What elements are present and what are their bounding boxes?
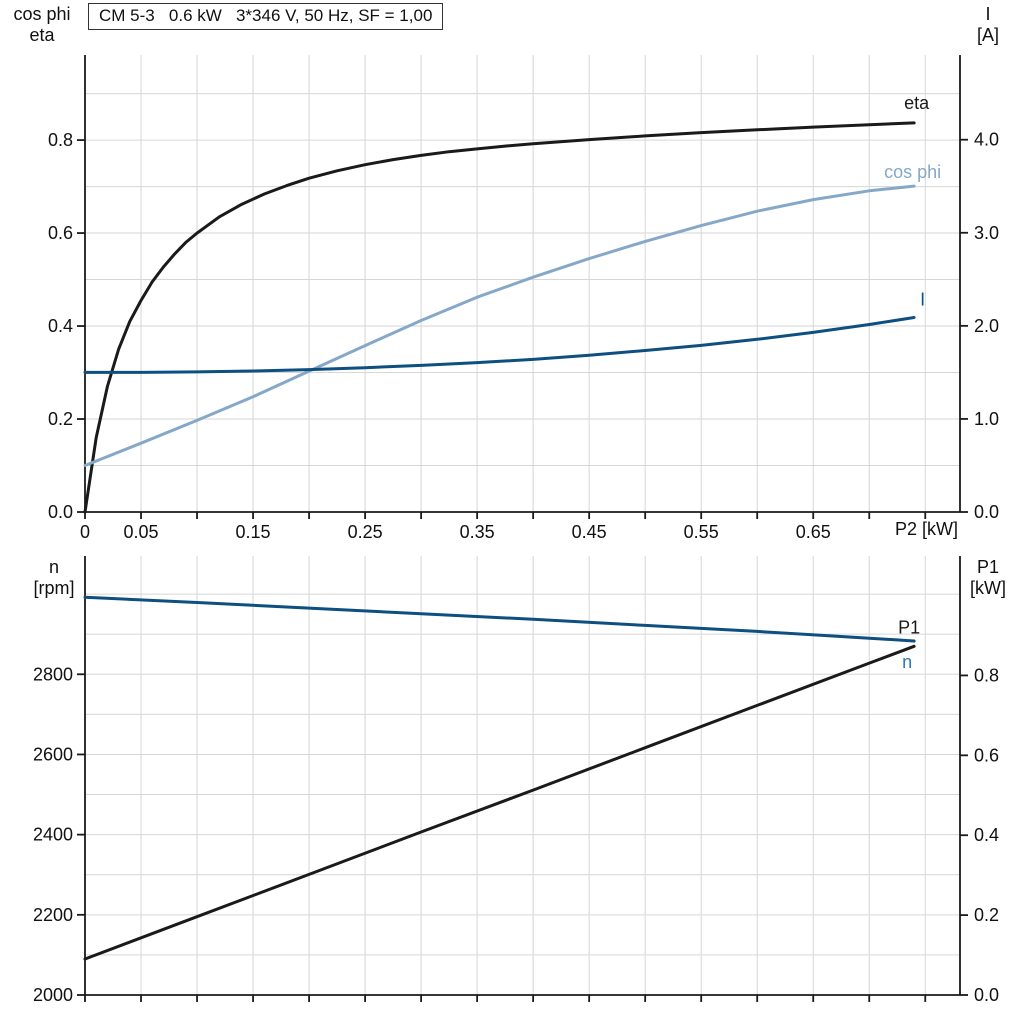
axis-label-p1-unit: [kW] — [970, 578, 1006, 598]
bottom-left-axis-label: n [rpm] — [22, 557, 86, 599]
top-right-axis-label: I [A] — [960, 4, 1016, 46]
chart-title-box: CM 5-3 0.6 kW 3*346 V, 50 Hz, SF = 1,00 — [88, 3, 444, 30]
series-cos-phi — [83, 184, 916, 467]
right-tick-label: 4.0 — [974, 130, 999, 150]
series-label-current: I — [920, 289, 925, 309]
axis-label-cos-phi: cos phi — [13, 4, 71, 24]
x-tick-label: 0.45 — [572, 522, 607, 542]
right-tick-label: 0.8 — [974, 665, 999, 685]
right-tick-label: 0.0 — [974, 985, 999, 1005]
left-tick-label: 0.8 — [48, 130, 73, 150]
x-tick-label: 0 — [80, 522, 90, 542]
left-tick-label: 2800 — [33, 664, 73, 684]
left-tick-label: 0.0 — [48, 502, 73, 522]
top-left-axis-label: cos phi eta — [2, 4, 82, 46]
x-tick-label: 0.55 — [684, 522, 719, 542]
left-tick-label: 2200 — [33, 905, 73, 925]
axis-label-p1: P1 — [976, 557, 1000, 577]
bottom-right-axis-label: P1 [kW] — [958, 557, 1018, 599]
axis-label-speed: n — [48, 557, 59, 577]
series-label-cos-phi: cos phi — [884, 162, 941, 182]
series-current — [83, 316, 916, 374]
series-input-power — [83, 644, 916, 961]
axis-label-current: I — [985, 4, 991, 24]
left-tick-label: 0.4 — [48, 316, 73, 336]
x-axis-label: P2 [kW] — [894, 519, 958, 539]
left-tick-label: 0.6 — [48, 223, 73, 243]
left-tick-label: 2400 — [33, 825, 73, 845]
series-label-input-power: P1 — [898, 617, 920, 637]
right-tick-label: 0.0 — [974, 502, 999, 522]
series-label-eta: eta — [904, 93, 930, 113]
left-tick-label: 0.2 — [48, 409, 73, 429]
x-tick-label: 0.15 — [236, 522, 271, 542]
x-tick-label: 0.35 — [460, 522, 495, 542]
right-tick-label: 0.4 — [974, 825, 999, 845]
left-tick-label: 2600 — [33, 744, 73, 764]
left-tick-label: 2000 — [33, 985, 73, 1005]
x-tick-label: 0.25 — [348, 522, 383, 542]
x-tick-label: 0.05 — [123, 522, 158, 542]
axis-label-speed-unit: [rpm] — [33, 578, 75, 598]
series-label-speed: n — [902, 652, 912, 672]
right-tick-label: 0.6 — [974, 745, 999, 765]
right-tick-label: 3.0 — [974, 223, 999, 243]
right-tick-label: 1.0 — [974, 409, 999, 429]
right-tick-label: 2.0 — [974, 316, 999, 336]
axis-label-current-unit: [A] — [976, 25, 999, 45]
series-speed — [83, 595, 916, 643]
axis-label-eta: eta — [29, 25, 55, 45]
right-tick-label: 0.2 — [974, 905, 999, 925]
x-tick-label: 0.65 — [796, 522, 831, 542]
series-eta — [83, 121, 916, 514]
